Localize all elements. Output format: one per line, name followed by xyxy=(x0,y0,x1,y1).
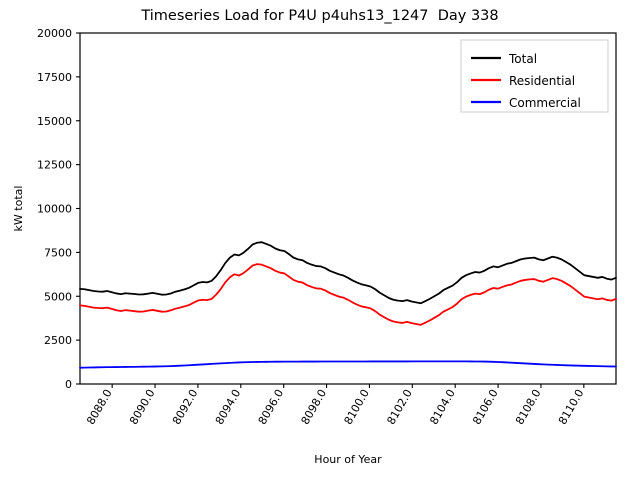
y-axis-tick-label: 2500 xyxy=(44,334,72,347)
y-axis-tick-label: 5000 xyxy=(44,290,72,303)
series-line-commercial xyxy=(79,360,617,369)
x-axis-tick-label: 8096.0 xyxy=(256,387,287,427)
legend-label-commercial: Commercial xyxy=(509,96,581,110)
x-axis-tick-label: 8108.0 xyxy=(513,387,544,427)
y-axis-tick-label: 12500 xyxy=(37,159,72,172)
y-axis-tick-label: 10000 xyxy=(37,203,72,216)
legend-label-total: Total xyxy=(508,52,537,66)
y-axis-tick-label: 7500 xyxy=(44,246,72,259)
x-axis-tick-label: 8100.0 xyxy=(342,387,373,427)
legend-box xyxy=(460,39,609,113)
x-axis-tick-label: 8088.0 xyxy=(84,387,115,427)
x-axis-tick-label: 8090.0 xyxy=(127,387,158,427)
legend-label-residential: Residential xyxy=(509,74,575,88)
x-axis-tick-label: 8106.0 xyxy=(470,387,501,427)
x-axis-label: Hour of Year xyxy=(314,453,382,466)
y-axis-tick-label: 15000 xyxy=(37,115,72,128)
y-axis-tick-label: 17500 xyxy=(37,71,72,84)
x-axis-tick-label: 8094.0 xyxy=(213,387,244,427)
x-axis-tick-label: 8092.0 xyxy=(170,387,201,427)
x-axis-tick-label: 8098.0 xyxy=(299,387,330,427)
chart-title: Timeseries Load for P4U p4uhs13_1247 Day… xyxy=(141,8,499,24)
x-axis-tick-label: 8102.0 xyxy=(384,387,415,427)
y-axis-label: kW total xyxy=(12,186,25,232)
series-line-residential xyxy=(79,263,617,326)
x-axis-tick-label: 8110.0 xyxy=(556,387,587,427)
series-line-total xyxy=(79,241,617,305)
y-axis-tick-label: 0 xyxy=(65,378,72,391)
x-axis-tick-label: 8104.0 xyxy=(427,387,458,427)
y-axis-tick-label: 20000 xyxy=(37,27,72,40)
